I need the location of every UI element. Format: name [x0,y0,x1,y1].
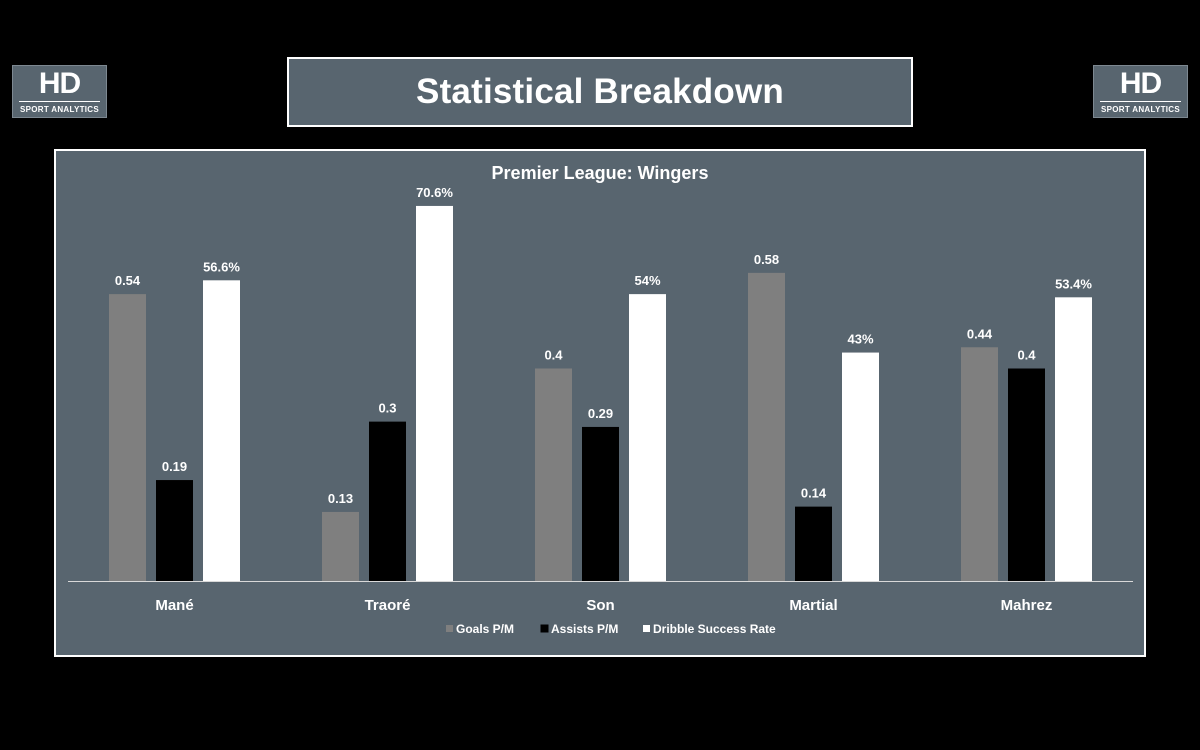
bar [416,205,453,581]
legend-label: Goals P/M [456,622,514,636]
bar [961,347,998,581]
bar [203,280,240,581]
data-label: 0.4 [1017,348,1036,363]
category-label: Mahrez [1001,597,1053,614]
data-label: 0.58 [754,252,779,267]
bar [1055,297,1092,581]
page-title-box: Statistical Breakdown [287,57,913,127]
bar [1008,368,1045,581]
bar [156,480,193,581]
legend-swatch [446,625,453,632]
data-label: 0.4 [544,348,563,363]
logo-mark: HD [1119,67,1162,100]
data-label: 70.6% [416,185,453,200]
data-label: 54% [634,273,660,288]
chart-title: Premier League: Wingers [492,163,709,183]
bar-chart: Premier League: Wingers 0.54 0.19 56.6% 0.1… [68,163,1133,636]
chart-panel: Premier League: Wingers 0.54 0.19 56.6% 0.1… [54,149,1146,657]
legend-swatch [643,625,650,632]
logo-mark: HD [38,67,81,100]
category-label: Son [586,597,614,614]
hd-logo-right: HD SPORT ANALYTICS [1093,65,1188,118]
category-label: Mané [155,597,193,614]
legend-label: Assists P/M [551,622,618,636]
data-label: 0.54 [115,273,141,288]
data-label: 56.6% [203,259,240,274]
bar [369,421,406,581]
bar [795,506,832,581]
legend: Goals P/M Assists P/M Dribble Success Rate [446,622,776,636]
logo-subtitle: SPORT ANALYTICS [19,101,100,116]
data-label: 0.13 [328,491,353,506]
category-label: Martial [789,597,837,614]
data-label: 0.19 [162,459,187,474]
page-title: Statistical Breakdown [416,72,784,111]
data-label: 0.14 [801,486,827,501]
bar [322,511,359,581]
legend-swatch [540,624,549,633]
bar [582,426,619,581]
data-label: 0.3 [378,401,396,416]
bar [629,294,666,581]
hd-logo-left: HD SPORT ANALYTICS [12,65,107,118]
category-labels: Mané Traoré Son Martial Mahrez [155,597,1052,614]
bar [535,368,572,581]
data-label: 43% [847,332,873,347]
bar [109,294,146,581]
data-label: 0.29 [588,406,613,421]
data-label: 0.44 [967,326,993,341]
bar [748,272,785,581]
bar [842,352,879,581]
legend-label: Dribble Success Rate [653,622,776,636]
data-label: 53.4% [1055,276,1092,291]
logo-subtitle: SPORT ANALYTICS [1100,101,1181,116]
category-label: Traoré [365,597,411,614]
bars-group: 0.54 0.19 56.6% 0.13 0.3 70.6% 0.4 0.29 54% 0.58 0… [109,185,1092,581]
